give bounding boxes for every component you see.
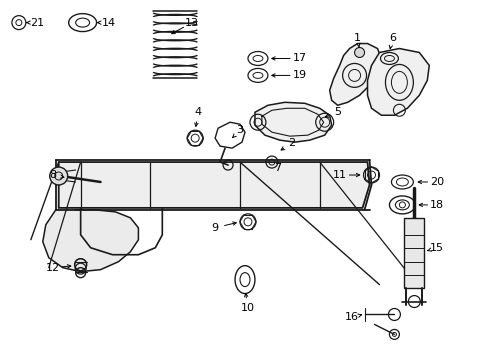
Text: 14: 14 <box>101 18 115 28</box>
Text: 20: 20 <box>429 177 444 187</box>
Text: 19: 19 <box>292 71 306 80</box>
Text: 16: 16 <box>344 312 358 323</box>
Text: 12: 12 <box>45 263 60 273</box>
Text: 17: 17 <box>292 54 306 63</box>
Polygon shape <box>59 162 369 208</box>
Text: 15: 15 <box>429 243 443 253</box>
Text: 10: 10 <box>241 302 254 312</box>
Text: 7: 7 <box>274 163 281 173</box>
Polygon shape <box>42 210 138 272</box>
Text: 6: 6 <box>388 32 395 42</box>
Text: 8: 8 <box>49 170 56 180</box>
Text: 18: 18 <box>429 200 444 210</box>
Text: 1: 1 <box>353 32 360 42</box>
Polygon shape <box>254 102 331 142</box>
Polygon shape <box>329 44 381 105</box>
Text: 11: 11 <box>332 170 346 180</box>
Text: 5: 5 <box>333 107 341 117</box>
Polygon shape <box>404 218 424 288</box>
Text: 4: 4 <box>194 107 202 117</box>
Circle shape <box>354 48 364 58</box>
Circle shape <box>50 167 67 185</box>
Text: 9: 9 <box>211 223 218 233</box>
Text: 3: 3 <box>236 125 243 135</box>
Text: 2: 2 <box>287 138 295 148</box>
Polygon shape <box>367 49 428 115</box>
Text: 21: 21 <box>30 18 44 28</box>
Text: 13: 13 <box>185 18 199 28</box>
